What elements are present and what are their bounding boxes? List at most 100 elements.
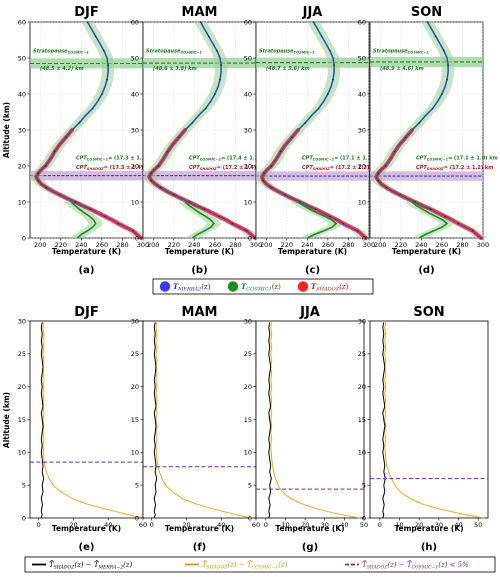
merra-point — [312, 21, 315, 23]
merra-point — [203, 208, 206, 210]
cosmic-low-envelope — [177, 202, 222, 238]
y-tick-label: 0 — [22, 234, 26, 242]
x-tick-label: 40 — [340, 521, 348, 529]
x-tick-label: 240 — [188, 241, 200, 249]
legend-a: T̄ — [202, 560, 208, 569]
merra-point — [457, 222, 460, 225]
cpt-cosmic-sub: COSMIC−1 — [200, 158, 222, 162]
merra-point — [74, 201, 76, 203]
y-tick-label: 0 — [248, 234, 252, 242]
y-tick-label: 15 — [244, 416, 252, 424]
x-tick-label: 200 — [374, 241, 386, 249]
merra-point — [53, 150, 56, 153]
stratopause-sub: COSMIC−1 — [68, 51, 90, 55]
stratopause-text: Stratopause — [373, 49, 408, 55]
cpt-shadoz-annotation: CPTSHADOZ= (17.2 ± 1.2) km — [302, 165, 379, 171]
merra-point — [86, 21, 89, 23]
y-tick-label: 10 — [244, 198, 252, 206]
cosmic-low-envelope — [404, 202, 455, 238]
merra-point — [157, 165, 160, 167]
cpt-cosmic-text: CPT — [302, 156, 313, 162]
legend-text: T — [173, 282, 179, 291]
cpt-shadoz-value: = (17.2 ± 1.2) km — [444, 165, 494, 171]
merra-point — [443, 50, 445, 52]
merra-point — [333, 64, 335, 66]
merra-point — [279, 150, 282, 153]
x-axis-label: Temperature (K) — [52, 247, 121, 256]
x-tick-label: 300 — [137, 241, 149, 249]
legend-entry: TSHADOZ(z) — [311, 282, 349, 293]
stratopause-annotation: StratopauseCOSMIC−1 — [259, 49, 315, 55]
merra-point — [426, 21, 429, 23]
x-axis-label: Temperature (K) — [275, 524, 344, 533]
cpt-shadoz-value: = (17.3 ± 1.4) km — [104, 165, 154, 171]
cpt-cosmic-text: CPT — [189, 156, 200, 162]
merra-point — [329, 50, 331, 52]
merra-point — [418, 122, 421, 124]
legend-b-sub: COSMIC−1 — [412, 565, 439, 571]
y-tick-label: 30 — [18, 317, 26, 325]
legend-a: T̄ — [362, 560, 368, 569]
y-tick-label: 0 — [135, 514, 139, 522]
x-tick-label: 220 — [395, 241, 407, 249]
x-tick-label: 220 — [281, 241, 293, 249]
legend-sub: COSMIC1 — [246, 287, 271, 293]
legend-marker — [297, 281, 309, 292]
legend-tail: (z) — [278, 561, 287, 569]
x-tick-label: 60 — [139, 521, 147, 529]
merra-point — [131, 230, 134, 232]
x-tick-label: 240 — [301, 241, 313, 249]
y-tick-label: 0 — [22, 514, 26, 522]
merra-point — [270, 186, 273, 189]
y-tick-label: 20 — [244, 383, 252, 391]
y-tick-label: 5 — [248, 481, 252, 489]
x-tick-label: 280 — [116, 241, 128, 249]
cosmic-low-profile — [411, 201, 449, 239]
cpt-cosmic-value: = (17.3 ± 1.2) km — [108, 156, 158, 162]
y-tick-label: 5 — [22, 481, 26, 489]
cosmic-diff-line — [270, 322, 361, 519]
top-legend — [152, 278, 374, 295]
y-tick-label: 60 — [131, 18, 139, 26]
merra-point — [262, 179, 264, 182]
merra-point — [446, 78, 448, 81]
x-axis-label: Temperature (K) — [392, 247, 461, 256]
cpt-shadoz-annotation: CPTSHADOZ= (17.3 ± 1.4) km — [76, 165, 153, 171]
y-axis-label: Altitude (km) — [2, 392, 11, 448]
merra-point — [207, 35, 210, 38]
x-tick-label: 280 — [229, 241, 241, 249]
stratopause-value: (48.6 ± 3.8) km — [153, 66, 197, 72]
merra-point — [434, 35, 437, 38]
panel-title: DJF — [74, 305, 99, 320]
legend-a: T̄ — [49, 560, 55, 569]
merra-point — [150, 172, 153, 174]
x-axis-label: Temperature (K) — [278, 247, 347, 256]
merra-point — [320, 35, 323, 38]
merra-point — [37, 172, 40, 174]
y-tick-label: 10 — [358, 449, 366, 457]
cpt-cosmic-annotation: CPTCOSMIC−1= (17.1 ± 1.0) km — [416, 156, 498, 162]
cpt-shadoz-text: CPT — [302, 165, 313, 171]
merra-point — [220, 64, 222, 66]
merra-point — [405, 136, 407, 138]
y-tick-label: 10 — [131, 449, 139, 457]
y-tick-label: 10 — [18, 198, 26, 206]
panel-label: (e) — [79, 542, 95, 553]
merra-point — [218, 215, 220, 218]
merra-point — [332, 78, 334, 81]
stratopause-text: Stratopause — [33, 49, 68, 55]
merra-point — [317, 107, 320, 110]
x-tick-label: 0 — [150, 521, 154, 529]
cpt-shadoz-text: CPT — [416, 165, 427, 171]
merra-point — [283, 194, 286, 196]
x-tick-label: 280 — [342, 241, 354, 249]
merra-point — [314, 208, 317, 210]
legend-tail: (z) — [201, 283, 210, 291]
merra-point — [429, 208, 432, 210]
y-tick-label: 10 — [18, 449, 26, 457]
y-tick-label: 50 — [358, 54, 366, 62]
